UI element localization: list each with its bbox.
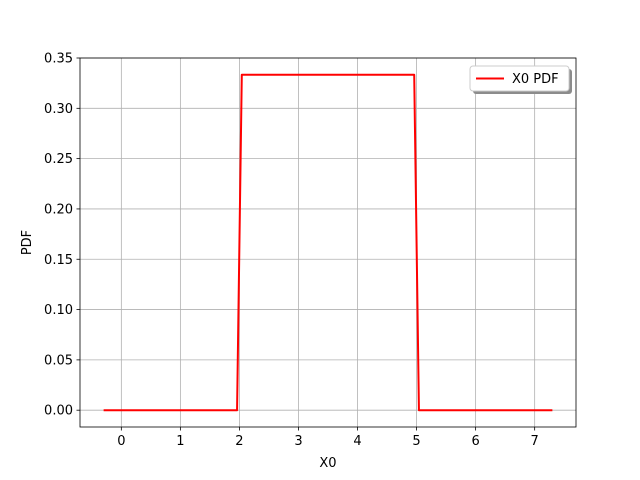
tick-marks: [76, 57, 536, 431]
series-line-x0-pdf: [103, 73, 553, 412]
legend-entry-label: X0 PDF: [512, 72, 559, 87]
y-axis-label: PDF: [20, 230, 35, 255]
x-tick-label: 2: [235, 434, 243, 449]
legend-box: [469, 65, 570, 92]
tick-labels: 0 1 2 3 4 5 6 7 0.00 0.05 0.10 0.15 0.20 0.25 0.30 0.35: [44, 52, 539, 450]
x-axis-label: X0: [319, 456, 336, 471]
y-tick-label: 0.00: [44, 404, 73, 419]
y-tick-label: 0.15: [44, 253, 73, 268]
y-tick-label: 0.20: [44, 202, 73, 217]
y-tick-label: 0.10: [44, 303, 73, 318]
y-tick-label: 0.35: [44, 52, 73, 67]
x-tick-label: 7: [531, 434, 539, 449]
x-tick-label: 1: [176, 434, 184, 449]
y-tick-label: 0.05: [44, 353, 73, 368]
x-tick-label: 0: [117, 434, 125, 449]
x-tick-label: 6: [471, 434, 479, 449]
legend: X0 PDF: [469, 65, 572, 94]
x-tick-label: 4: [353, 434, 361, 449]
axes-frame: [79, 57, 577, 428]
series-layer: [103, 73, 553, 412]
x-tick-label: 3: [294, 434, 302, 449]
x-tick-label: 5: [412, 434, 420, 449]
y-tick-label: 0.30: [44, 102, 73, 117]
y-tick-label: 0.25: [44, 152, 73, 167]
